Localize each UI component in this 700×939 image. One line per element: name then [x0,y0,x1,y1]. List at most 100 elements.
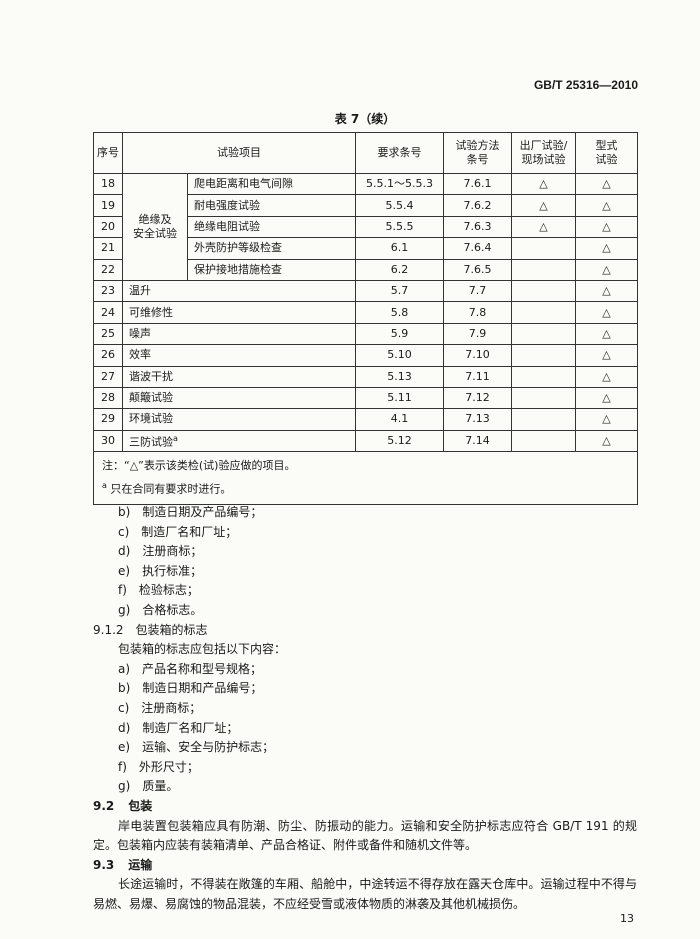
type-text: △ [602,198,611,212]
type-text: △ [602,391,611,405]
cell: △ [575,194,638,217]
cell: 7.8 [443,301,512,324]
section-title: 包装箱的标志 [135,622,208,637]
list-text: 注册商标； [141,701,202,715]
cell: 20 [93,215,123,239]
cell: △ [575,322,638,346]
table-caption: 表 7（续） [334,112,396,126]
table-row: 26 效率 5.10 7.10 △ [93,344,638,367]
cell: 5.5.1～5.5.3 [355,172,444,196]
no-text: 23 [101,284,115,298]
cell: 5.8 [355,301,444,324]
list-text: 产品名称和型号规格； [142,661,263,676]
cell: 7.6.3 [443,215,512,239]
header-cell: 要求条号 [355,132,444,174]
cell: 6.1 [355,237,444,260]
section-number: 9.1.2 [93,622,124,637]
req-text: 5.5.1～5.5.3 [366,177,433,191]
table-row: 23 温升 5.7 7.7 △ [93,279,638,303]
list-text: 检验标志； [138,583,199,598]
cell [511,322,576,346]
cell: 温升 [122,279,356,303]
cell: 谐波干扰 [122,365,356,388]
text-line: f) 外形尺寸； [118,758,199,775]
cell: 5.10 [355,344,444,367]
cell: △ [575,279,638,303]
cell: 7.6.4 [443,237,512,260]
list-label: e) [118,563,131,578]
header-text: 出厂试验/ [519,139,568,152]
cell: △ [575,365,638,388]
method-text: 7.9 [468,326,487,340]
header-text: 试验方法 [455,139,500,152]
cell: 5.5.4 [355,194,444,217]
item-text: 爬电距离和电气间隙 [194,177,293,191]
factory-text: △ [539,177,548,191]
cell: 外壳防护等级检查 [187,237,356,260]
text-line: 包装箱的标志应包括以下内容： [118,640,286,657]
type-text: △ [602,305,611,319]
method-text: 7.6.5 [463,262,492,276]
text-line: d) 制造厂名和厂址； [118,719,238,736]
header-row: 序号 试验项目 要求条号 试验方法 条号 出厂试验/现场试验 型式 试验 [93,132,638,174]
text-line: 9.2 包装 [93,797,152,814]
list-text: 制造日期及产品编号； [142,505,263,519]
cell: 5.7 [355,279,444,303]
cell: 21 [93,237,123,260]
list-text: 制造日期和产品编号； [142,681,263,696]
item-text: 三防试验 [129,435,173,449]
header-cell: 试验方法 条号 [443,132,512,174]
header-text: 型式 [595,139,618,152]
cell [511,365,576,388]
list-label: d) [118,720,131,735]
item-text: 可维修性 [129,305,173,319]
header-cell: 型式 试验 [575,132,638,174]
text-line: e) 执行标准； [118,562,202,579]
footnote-mark: a [102,481,107,491]
cell: 29 [93,408,123,431]
method-text: 7.6.2 [463,198,492,212]
cell: 爬电距离和电气间隙 [187,172,356,196]
list-text: 合格标志。 [142,603,203,617]
cell: 噪声 [122,322,356,346]
cell: 28 [93,386,123,410]
req-text: 4.1 [390,412,409,426]
cell: 6.2 [355,258,444,281]
no-text: 25 [101,326,115,340]
list-label: f) [118,759,127,774]
cell: △ [511,194,576,217]
text-line: 9.1.2 包装箱的标志 [93,621,208,638]
item-text: 环境试验 [129,412,173,426]
req-text: 5.13 [387,369,412,383]
list-label: g) [118,779,131,794]
item-text: 谐波干扰 [129,369,173,383]
no-text: 19 [101,198,115,212]
text-line: c) 注册商标； [118,699,201,716]
req-text: 5.8 [390,305,409,319]
type-text: △ [602,326,611,340]
cell: 颠簸试验 [122,386,356,410]
table-row: 20 绝缘电阻试验 5.5.5 7.6.3 △ △ [93,215,638,239]
item-text: 颠簸试验 [129,391,173,405]
group-text: 安全试验 [133,226,177,240]
test-table: 序号 试验项目 要求条号 试验方法 条号 出厂试验/现场试验 型式 试验 18 绝缘及 安全试验 爬电… [93,132,638,505]
type-text: △ [602,262,611,276]
list-label: g) [118,603,131,617]
cell: 效率 [122,344,356,367]
cell: 7.12 [443,386,512,410]
header-text: 序号 [97,146,119,159]
table-row: 22 保护接地措施检查 6.2 7.6.5 △ [93,258,638,281]
list-text: 执行标准； [142,563,203,578]
no-text: 27 [101,369,115,383]
type-text: △ [602,412,611,426]
list-label: f) [118,583,127,598]
cell: △ [575,344,638,367]
text-line: 易燃、易爆、易腐蚀的物品混装，不应经受雪或液体物质的淋袭及其他机械损伤。 [93,895,525,912]
cell: 绝缘电阻试验 [187,215,356,239]
cell: 7.6.5 [443,258,512,281]
method-text: 7.7 [468,284,487,298]
text-line: e) 运输、安全与防护标志； [118,738,274,755]
list-label: d) [118,544,131,559]
method-text: 7.13 [465,412,490,426]
